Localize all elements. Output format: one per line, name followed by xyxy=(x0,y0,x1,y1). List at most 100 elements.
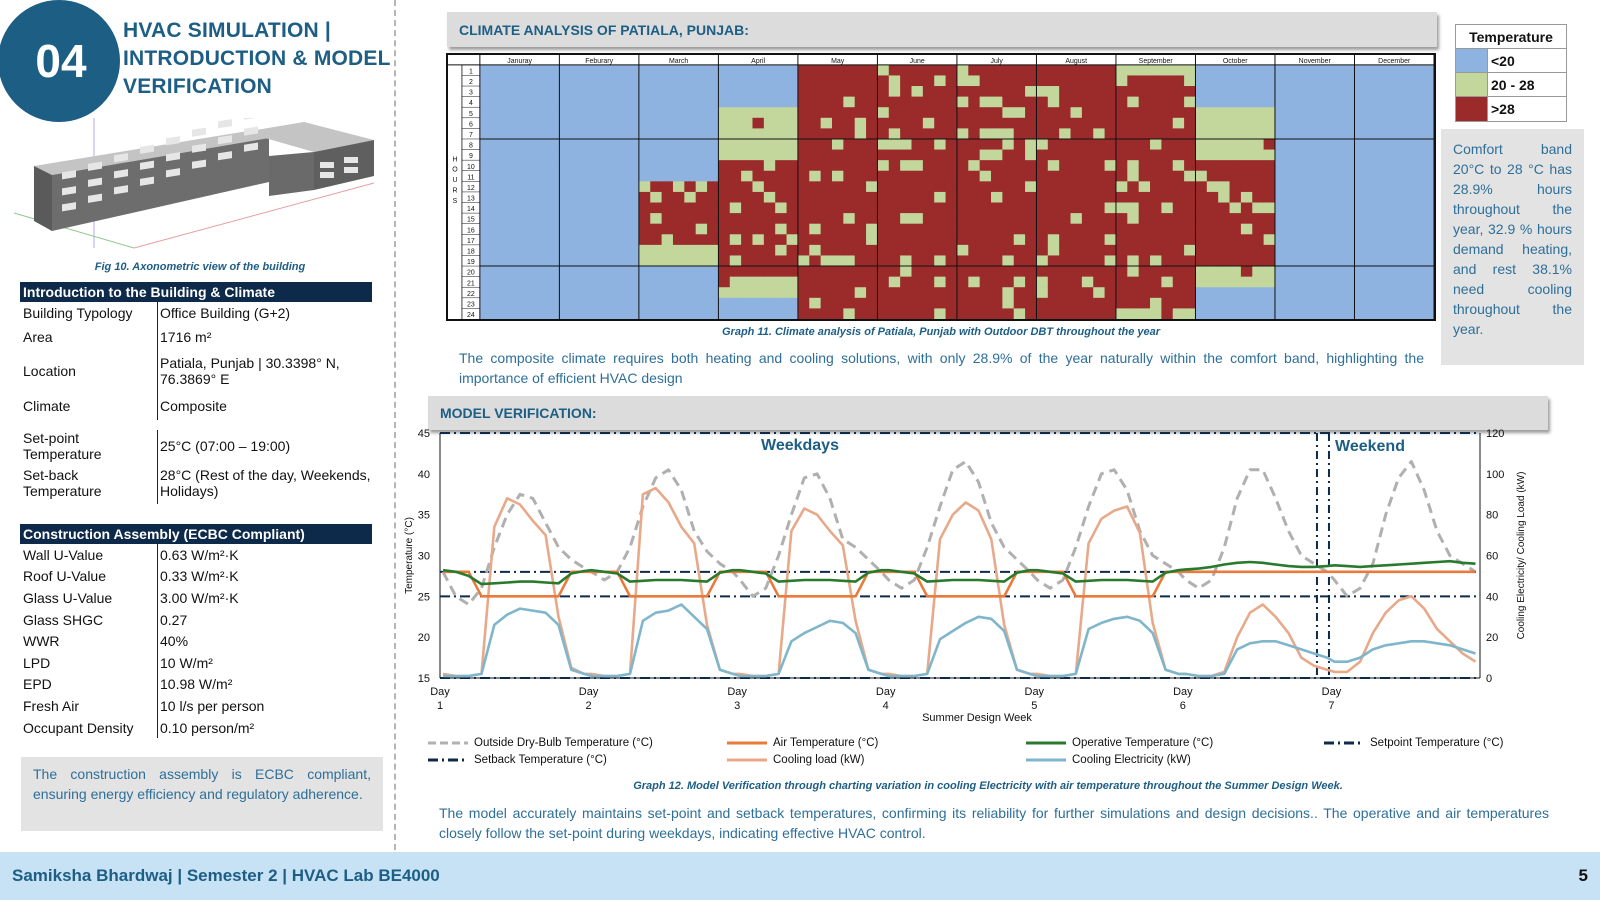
heatmap-cell xyxy=(525,223,538,235)
heatmap-cell xyxy=(1286,255,1299,267)
heatmap-cell xyxy=(945,138,958,151)
heatmap-cell xyxy=(1036,223,1049,235)
heatmap-cell xyxy=(968,223,981,235)
heatmap-cell xyxy=(877,96,890,108)
heatmap-cell xyxy=(502,191,515,204)
heatmap-cell xyxy=(536,75,549,87)
heatmap-cell xyxy=(616,202,629,214)
heatmap-cell xyxy=(786,213,799,225)
heatmap-cell xyxy=(1036,170,1049,182)
heatmap-cell xyxy=(809,149,822,161)
heatmap-cell xyxy=(1365,287,1378,299)
building-axonometric-image xyxy=(14,118,375,249)
heatmap-cell xyxy=(991,297,1003,309)
heatmap-cell xyxy=(752,234,765,246)
heatmap-cell xyxy=(1411,107,1424,119)
heatmap-cell xyxy=(854,234,867,246)
heatmap-cell xyxy=(513,308,526,319)
series-line xyxy=(442,486,1477,678)
heatmap-cell xyxy=(752,287,765,299)
heatmap-cell xyxy=(582,170,594,182)
heatmap-cell xyxy=(1399,287,1412,299)
heatmap-cell xyxy=(831,213,844,225)
heatmap-cell xyxy=(1150,234,1162,246)
heatmap-cell xyxy=(1229,287,1242,299)
heatmap-cell xyxy=(548,276,560,288)
heatmap-cell xyxy=(1365,138,1378,151)
heatmap-cell xyxy=(661,128,674,140)
heatmap-cell xyxy=(1218,213,1231,225)
heatmap-cell xyxy=(695,223,708,235)
heatmap-cell xyxy=(1150,64,1162,76)
heatmap-cell xyxy=(763,64,776,76)
legend-line xyxy=(428,741,468,745)
heatmap-cell xyxy=(763,255,776,267)
heatmap-cell xyxy=(525,181,538,193)
heatmap-cell xyxy=(491,202,504,214)
heatmap-cell xyxy=(1047,276,1060,288)
heatmap-cell xyxy=(956,255,969,267)
heatmap-cell xyxy=(1150,202,1162,214)
y2-tick-label: 20 xyxy=(1486,632,1498,644)
heatmap-cell xyxy=(1297,255,1310,267)
heatmap-cell xyxy=(979,181,992,193)
y-tick-label: 30 xyxy=(418,551,430,563)
heatmap-cell xyxy=(559,107,572,119)
heatmap-cell xyxy=(1070,149,1083,161)
heatmap-cell xyxy=(1195,64,1208,76)
table-row: Occupant Density 0.10 person/m² xyxy=(20,716,372,739)
heatmap-month-label: April xyxy=(751,58,765,65)
heatmap-cell xyxy=(536,149,549,161)
heatmap-cell xyxy=(1115,170,1128,182)
heatmap-cell xyxy=(1002,234,1015,246)
heatmap-cell xyxy=(922,244,935,256)
title-line-1: HVAC SIMULATION | xyxy=(123,19,331,42)
heatmap-cell xyxy=(763,170,776,182)
heatmap-cell xyxy=(922,223,935,235)
heatmap-cell xyxy=(831,202,844,214)
heatmap-cell xyxy=(718,138,731,151)
heatmap-cell xyxy=(491,266,504,278)
heatmap-cell xyxy=(1036,117,1049,129)
heatmap-cell xyxy=(1104,96,1117,108)
heatmap-cell xyxy=(1297,96,1310,108)
heatmap-cell xyxy=(479,75,492,87)
heatmap-cell xyxy=(1150,107,1162,119)
heatmap-cell xyxy=(854,244,867,256)
heatmap-cell xyxy=(1127,160,1140,172)
heatmap-cell xyxy=(1081,149,1094,161)
legend-line xyxy=(1026,758,1066,762)
heatmap-month-label: December xyxy=(1378,58,1411,65)
heatmap-cell xyxy=(1320,255,1333,267)
heatmap-cell xyxy=(570,181,583,193)
heatmap-cell xyxy=(763,96,776,108)
heatmap-cell xyxy=(968,213,981,225)
heatmap-cell xyxy=(1240,308,1253,319)
heatmap-cell xyxy=(1047,213,1060,225)
heatmap-cell xyxy=(1161,170,1174,182)
heatmap-cell xyxy=(1252,107,1265,119)
heatmap-cell xyxy=(1047,223,1060,235)
heatmap-cell xyxy=(1104,191,1117,204)
heatmap-cell xyxy=(707,287,719,299)
heatmap-cell xyxy=(729,181,742,193)
heatmap-cell xyxy=(922,181,935,193)
heatmap-cell xyxy=(797,287,810,299)
heatmap-cell xyxy=(922,276,935,288)
heatmap-cell xyxy=(1161,117,1174,129)
heatmap-cell xyxy=(797,170,810,182)
heatmap-cell xyxy=(604,149,617,161)
legend-line xyxy=(428,758,468,762)
heatmap-cell xyxy=(877,266,890,278)
heatmap-cell xyxy=(1354,160,1367,172)
heatmap-cell xyxy=(820,138,833,151)
heatmap-cell xyxy=(1240,107,1253,119)
building-window xyxy=(192,159,206,169)
heatmap-cell xyxy=(1422,86,1434,98)
heatmap-cell xyxy=(797,244,810,256)
heatmap-cell xyxy=(638,149,651,161)
heatmap-cell xyxy=(843,191,856,204)
heatmap-cell xyxy=(1388,64,1401,76)
heatmap-cell xyxy=(820,64,833,76)
heatmap-cell xyxy=(900,191,912,204)
